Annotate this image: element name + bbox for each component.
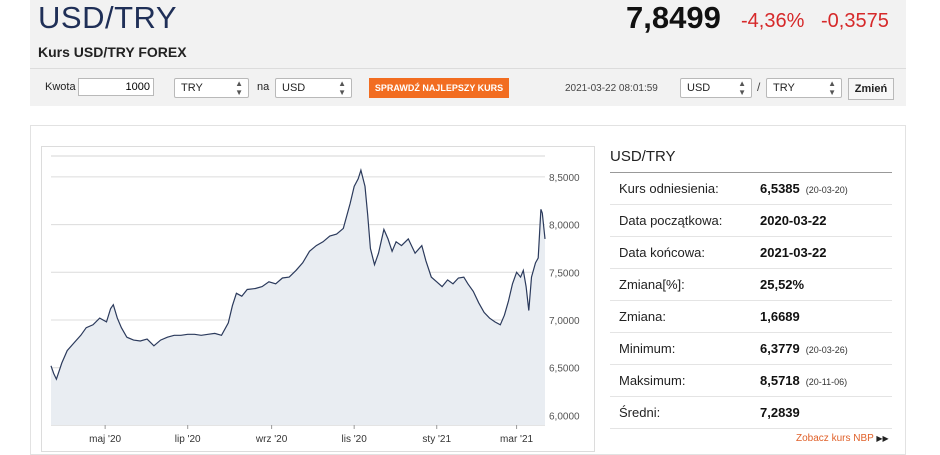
stats-date: (20-03-20)	[805, 185, 848, 195]
stats-label: Maksimum:	[619, 373, 686, 388]
stats-title: USD/TRY	[610, 148, 676, 165]
stats-value: 7,2839	[760, 405, 806, 420]
x-tick-label: maj '20	[89, 434, 121, 445]
y-tick-label: 6,5000	[549, 364, 580, 375]
stats-label: Średni:	[619, 405, 661, 420]
stats-row: Minimum: 6,3779 (20-03-26)	[610, 333, 892, 365]
stats-date: (20-03-26)	[805, 345, 848, 355]
stats-value-text: 7,2839	[760, 405, 800, 420]
updown-arrows-icon: ▲ ▼	[235, 79, 243, 97]
stats-value-text: 2020-03-22	[760, 213, 827, 228]
change-absolute: -0,3575	[821, 10, 889, 32]
quote-header: USD/TRY Kurs USD/TRY FOREX 7,8499 -4,36%…	[30, 0, 906, 106]
stats-row: Data końcowa: 2021-03-22	[610, 237, 892, 269]
stats-label: Zmiana[%]:	[619, 277, 685, 292]
stats-table: Kurs odniesienia: 6,5385 (20-03-20) Data …	[610, 173, 892, 429]
y-tick-label: 8,0000	[549, 221, 580, 232]
stats-value: 1,6689	[760, 309, 806, 324]
stats-row: Maksimum: 8,5718 (20-11-06)	[610, 365, 892, 397]
to-currency-select[interactable]: USD ▲ ▼	[275, 78, 352, 98]
nbp-rate-link[interactable]: Zobacz kurs NBP ▶▶	[796, 433, 889, 444]
pair-quote-select[interactable]: TRY ▲ ▼	[766, 78, 842, 98]
y-tick-label: 6,0000	[549, 411, 580, 422]
pair-title: USD/TRY	[38, 0, 178, 35]
stats-label: Minimum:	[619, 341, 676, 356]
stats-value-text: 1,6689	[760, 309, 800, 324]
pair-quote-value: TRY	[773, 82, 795, 94]
pair-base-select[interactable]: USD ▲ ▼	[680, 78, 752, 98]
x-tick-label: lis '20	[342, 434, 368, 445]
pair-subtitle: Kurs USD/TRY FOREX	[38, 44, 187, 60]
stats-value-text: 2021-03-22	[760, 245, 827, 260]
change-percent: -4,36%	[741, 10, 805, 32]
double-chevron-right-icon: ▶▶	[876, 434, 889, 443]
chart-container: 8,5000 8,0000 7,5000 7,0000 6,5000 6,0000 maj …	[41, 146, 595, 452]
x-tick-label: sty '21	[422, 434, 451, 445]
converter-bar: Kwota TRY ▲▼ na USD ▲▼ SPRAWDŹ NAJLEPSZY…	[30, 68, 906, 107]
stats-date: (20-11-06)	[805, 377, 848, 387]
stats-label: Data początkowa:	[619, 213, 723, 228]
stats-row: Zmiana: 1,6689	[610, 301, 892, 333]
amount-label: Kwota	[45, 81, 76, 93]
stats-row: Zmiana[%]: 25,52%	[610, 269, 892, 301]
nbp-link-text: Zobacz kurs NBP	[796, 433, 874, 444]
x-tick-label: mar '21	[500, 434, 533, 445]
stats-value-text: 8,5718	[760, 373, 800, 388]
updown-arrows-icon: ▲ ▼	[738, 79, 746, 97]
stats-divider	[610, 172, 892, 173]
stats-label: Data końcowa:	[619, 245, 705, 260]
stats-row: Średni: 7,2839	[610, 397, 892, 429]
price-chart[interactable]: 8,5000 8,0000 7,5000 7,0000 6,5000 6,0000 maj …	[42, 147, 594, 451]
from-currency-select[interactable]: TRY ▲ ▼	[174, 78, 249, 98]
x-tick-label: wrz '20	[255, 434, 288, 445]
stats-value: 8,5718 (20-11-06)	[760, 373, 847, 388]
timestamp: 2021-03-22 08:01:59	[565, 83, 658, 94]
best-rate-button[interactable]: SPRAWDŹ NAJLEPSZY KURS	[369, 78, 509, 98]
stats-label: Zmiana:	[619, 309, 666, 324]
stats-value: 25,52%	[760, 277, 810, 292]
stats-value-text: 6,3779	[760, 341, 800, 356]
amount-input[interactable]	[78, 78, 154, 96]
stats-row: Kurs odniesienia: 6,5385 (20-03-20)	[610, 173, 892, 205]
change-pair-button[interactable]: Zmień	[848, 78, 894, 100]
stats-value: 6,5385 (20-03-20)	[760, 181, 848, 196]
stats-value: 6,3779 (20-03-26)	[760, 341, 848, 356]
from-currency-value: TRY	[181, 82, 203, 94]
y-tick-label: 7,5000	[549, 268, 580, 279]
updown-arrows-icon: ▲ ▼	[828, 79, 836, 97]
y-tick-label: 7,0000	[549, 316, 580, 327]
pair-separator: /	[757, 80, 761, 94]
stats-value-text: 6,5385	[760, 181, 800, 196]
current-price: 7,8499	[626, 0, 721, 35]
stats-row: Data początkowa: 2020-03-22	[610, 205, 892, 237]
series-line	[50, 167, 546, 381]
x-tick-label: lip '20	[175, 434, 201, 445]
pair-base-value: USD	[687, 82, 711, 94]
stats-value: 2021-03-22	[760, 245, 833, 260]
stats-value: 2020-03-22	[760, 213, 833, 228]
stats-value-text: 25,52%	[760, 277, 805, 292]
y-tick-label: 8,5000	[549, 173, 580, 184]
stats-label: Kurs odniesienia:	[619, 181, 719, 196]
series-area	[51, 170, 545, 425]
updown-arrows-icon: ▲ ▼	[338, 79, 346, 97]
to-currency-value: USD	[282, 82, 306, 94]
to-label: na	[257, 81, 270, 93]
